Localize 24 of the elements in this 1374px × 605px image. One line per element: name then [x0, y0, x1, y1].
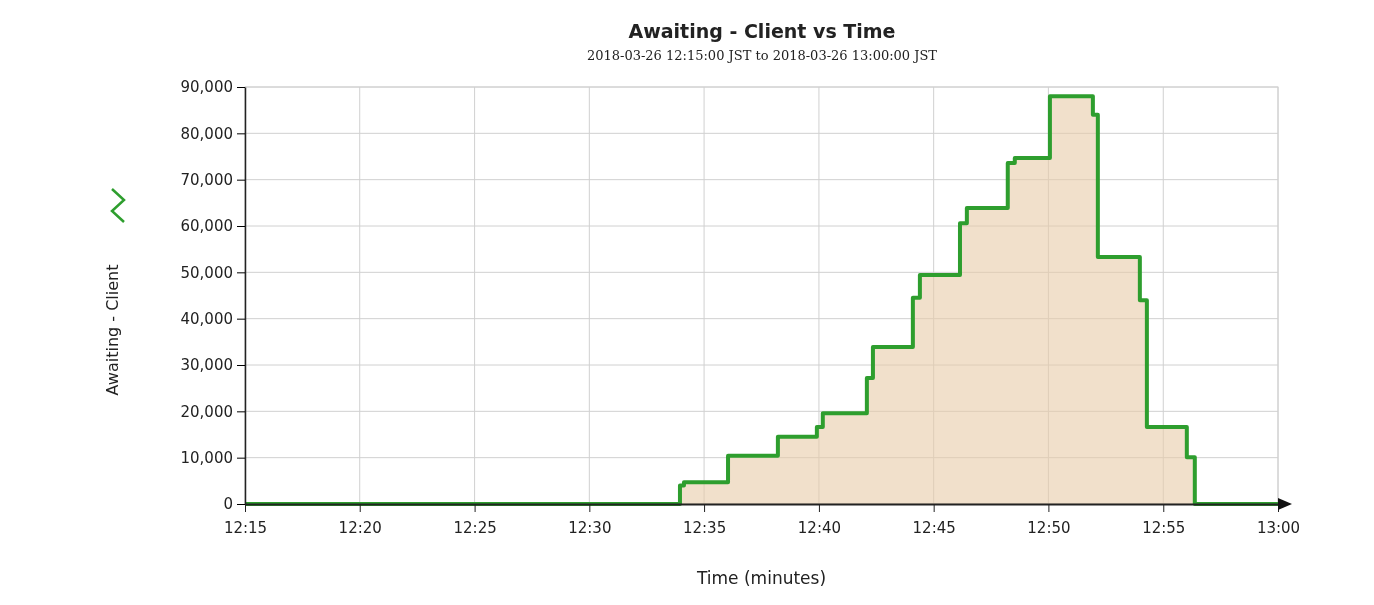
x-tick-label: 12:45 [912, 519, 956, 537]
y-tick-label: 60,000 [180, 217, 233, 236]
x-tick-label: 12:35 [682, 519, 727, 537]
y-tick-label: 50,000 [180, 263, 233, 282]
x-tick-label: 12:50 [1027, 519, 1071, 537]
y-tick-label: 40,000 [180, 309, 233, 328]
y-tick-label: 90,000 [180, 78, 233, 97]
y-axis-title: Awaiting - Client [103, 264, 122, 396]
x-tick-label: 12:20 [338, 519, 382, 537]
x-tick-label: 12:15 [223, 519, 268, 537]
y-tick-label: 80,000 [180, 124, 233, 143]
y-tick-label: 70,000 [180, 170, 233, 189]
chart-subtitle: 2018-03-26 12:15:00 JST to 2018-03-26 13:00:00 JST [586, 48, 938, 63]
x-tick-label: 13:00 [1256, 519, 1301, 537]
y-tick-label: 30,000 [180, 356, 233, 375]
x-tick-label: 12:30 [568, 519, 612, 537]
x-tick-label: 12:40 [797, 519, 842, 537]
y-tick-label: 0 [223, 495, 233, 514]
chart-title: Awaiting - Client vs Time [628, 20, 896, 42]
x-tick-label: 12:25 [453, 519, 497, 537]
y-tick-label: 10,000 [180, 448, 233, 467]
y-tick-label: 20,000 [180, 402, 233, 421]
x-axis-title: Time (minutes) [695, 568, 827, 588]
x-tick-label: 12:55 [1142, 519, 1186, 537]
